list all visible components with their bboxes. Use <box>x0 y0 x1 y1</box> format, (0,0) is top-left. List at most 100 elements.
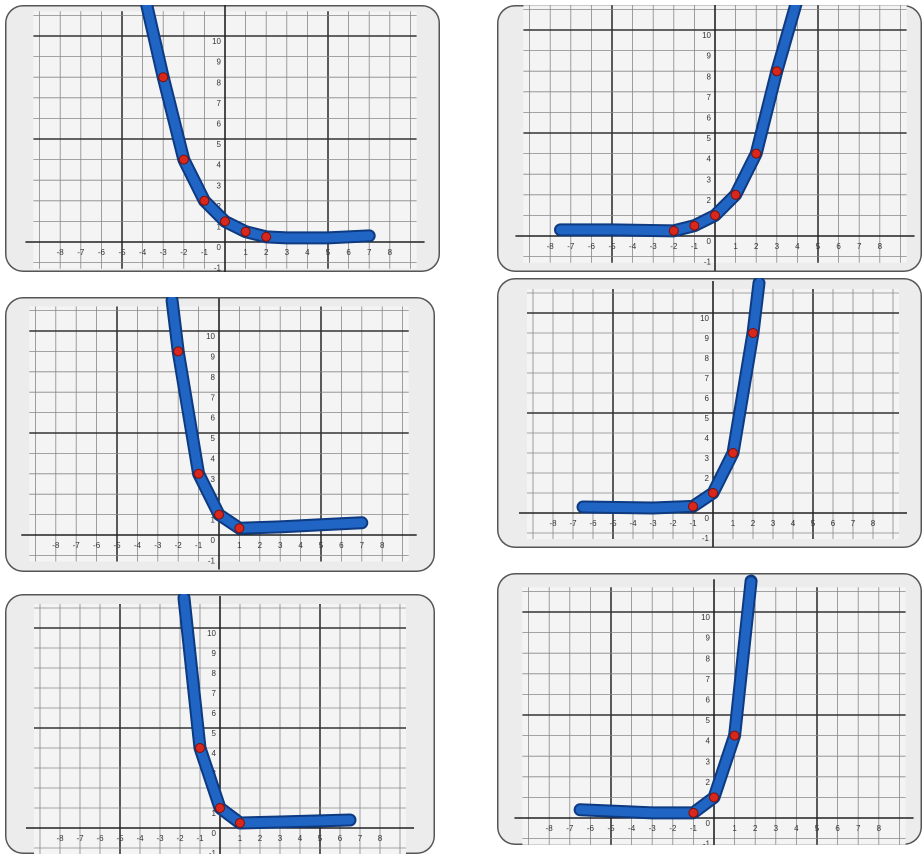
y-tick-label: 4 <box>217 161 222 170</box>
bead <box>688 501 698 512</box>
y-tick-label: 7 <box>212 689 217 698</box>
bead <box>195 743 205 753</box>
y-tick-label: 0 <box>217 243 222 252</box>
x-tick-label: -7 <box>77 248 85 257</box>
y-tick-label: 8 <box>211 373 216 382</box>
bead <box>178 154 189 165</box>
x-tick-label: 7 <box>851 519 856 528</box>
x-tick-label: 8 <box>878 242 883 251</box>
bead <box>173 346 184 357</box>
x-tick-label: -7 <box>76 834 84 843</box>
x-tick-label: -1 <box>690 824 698 833</box>
x-tick-label: 6 <box>346 248 351 257</box>
x-tick-label: 1 <box>732 824 737 833</box>
y-tick-label: -1 <box>704 258 712 267</box>
y-tick-label: 7 <box>705 374 710 383</box>
y-tick-label: 8 <box>212 669 217 678</box>
y-tick-label: 3 <box>211 475 216 484</box>
y-tick-label: 4 <box>706 737 711 746</box>
x-tick-label: 1 <box>237 541 242 550</box>
y-tick-label: -1 <box>209 849 217 854</box>
x-tick-label: -1 <box>196 834 204 843</box>
y-tick-label: 8 <box>706 654 711 663</box>
y-tick-label: 4 <box>212 749 217 758</box>
y-tick-label: 1 <box>212 809 217 818</box>
y-tick-label: 3 <box>217 181 222 190</box>
x-tick-label: 4 <box>794 824 799 833</box>
y-tick-label: 6 <box>212 709 217 718</box>
x-tick-label: -2 <box>669 824 677 833</box>
rope <box>575 576 756 818</box>
bead <box>688 807 699 818</box>
x-tick-label: -5 <box>609 519 617 528</box>
x-tick-label: 5 <box>326 248 331 257</box>
x-tick-label: 5 <box>816 242 821 251</box>
y-tick-label: 1 <box>217 223 222 232</box>
y-tick-label: 10 <box>701 613 710 622</box>
y-tick-label: 5 <box>212 729 217 738</box>
x-tick-label: -3 <box>156 834 164 843</box>
bead <box>689 220 700 231</box>
x-tick-label: -8 <box>56 834 64 843</box>
y-tick-label: -1 <box>208 557 216 566</box>
y-tick-label: 10 <box>700 314 709 323</box>
x-tick-label: -5 <box>113 541 121 550</box>
x-tick-label: 2 <box>754 242 759 251</box>
y-tick-label: 0 <box>211 536 216 545</box>
x-tick-label: 3 <box>774 824 779 833</box>
x-tick-label: -5 <box>607 824 615 833</box>
x-tick-label: -6 <box>589 519 597 528</box>
y-tick-label: 3 <box>707 175 712 184</box>
x-tick-label: -4 <box>136 834 144 843</box>
y-tick-label: 7 <box>211 393 216 402</box>
x-tick-label: 8 <box>378 834 383 843</box>
x-tick-label: -2 <box>670 242 678 251</box>
x-tick-label: 1 <box>733 242 738 251</box>
y-tick-label: 2 <box>706 778 711 787</box>
bead <box>728 448 738 458</box>
y-tick-label: 8 <box>707 72 712 81</box>
y-tick-label: 9 <box>706 634 711 643</box>
x-tick-label: 2 <box>258 541 263 550</box>
y-tick-label: 5 <box>707 134 712 143</box>
x-tick-label: 8 <box>877 824 882 833</box>
x-tick-label: 8 <box>388 248 393 257</box>
y-tick-label: 10 <box>206 332 215 341</box>
y-tick-label: 9 <box>212 649 217 658</box>
x-tick-label: -6 <box>98 248 106 257</box>
bead <box>220 216 230 227</box>
bead <box>668 225 679 236</box>
x-tick-label: -4 <box>134 541 142 550</box>
x-tick-label: -8 <box>57 248 65 257</box>
y-tick-label: 10 <box>212 37 221 46</box>
y-tick-label: 7 <box>707 93 712 102</box>
bead <box>261 231 272 242</box>
x-tick-label: -3 <box>160 248 168 257</box>
bead <box>199 195 210 206</box>
y-tick-label: 9 <box>217 58 222 67</box>
y-tick-label: 5 <box>706 716 711 725</box>
y-tick-label: 6 <box>707 114 712 123</box>
x-tick-label: -5 <box>608 242 616 251</box>
bead <box>214 509 224 520</box>
y-tick-label: 7 <box>217 99 222 108</box>
x-tick-label: -3 <box>154 541 162 550</box>
x-tick-label: -2 <box>176 834 184 843</box>
y-tick-label: 8 <box>705 354 710 363</box>
x-tick-label: -7 <box>566 824 574 833</box>
x-tick-label: 3 <box>278 541 283 550</box>
x-tick-label: 6 <box>836 242 841 251</box>
x-tick-label: -3 <box>650 242 658 251</box>
x-tick-label: -6 <box>93 541 101 550</box>
x-tick-label: 7 <box>358 834 363 843</box>
y-tick-label: 9 <box>707 52 712 61</box>
x-tick-label: 8 <box>380 541 385 550</box>
x-tick-label: 6 <box>835 824 840 833</box>
rope <box>142 5 374 243</box>
x-tick-label: 6 <box>831 519 836 528</box>
x-tick-label: -2 <box>180 248 188 257</box>
y-tick-label: 10 <box>207 629 216 638</box>
